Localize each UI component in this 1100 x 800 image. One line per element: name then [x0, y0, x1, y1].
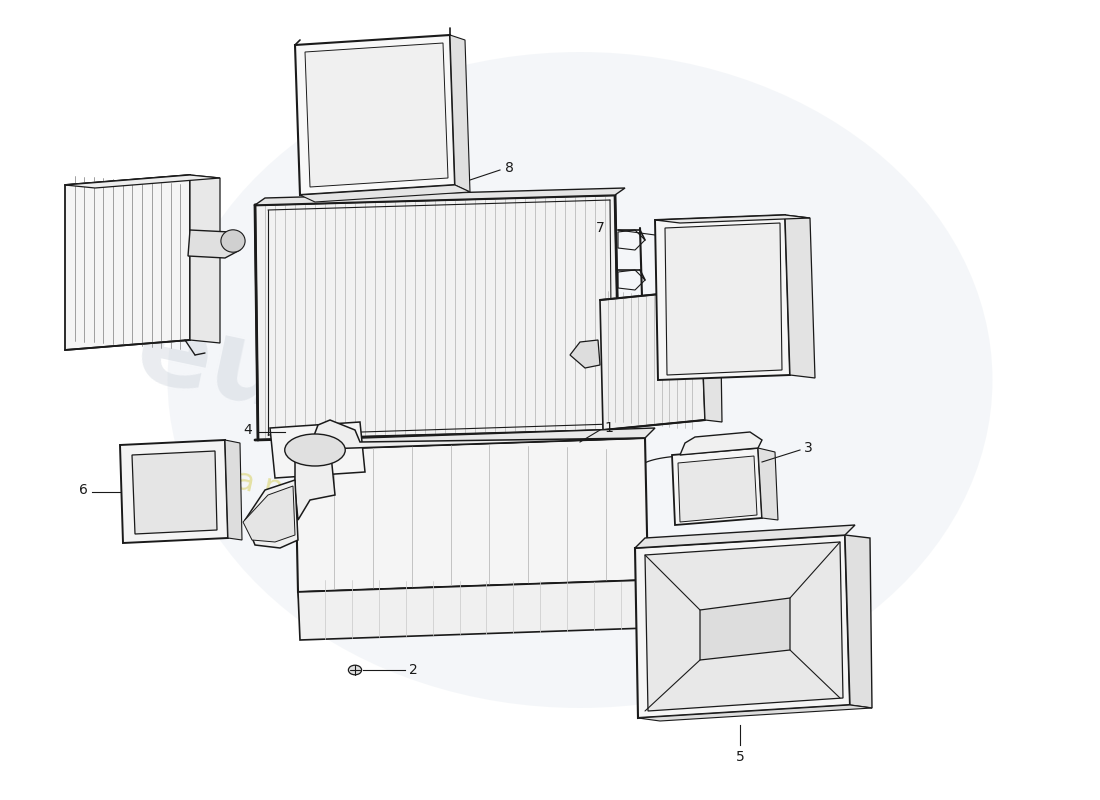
Polygon shape	[255, 188, 625, 205]
Polygon shape	[700, 598, 790, 660]
Polygon shape	[295, 35, 455, 195]
Text: 3: 3	[804, 441, 813, 455]
Polygon shape	[298, 580, 648, 640]
Ellipse shape	[285, 434, 345, 466]
Polygon shape	[120, 440, 228, 543]
Polygon shape	[270, 422, 365, 478]
Text: 2: 2	[409, 663, 418, 677]
Polygon shape	[226, 440, 242, 540]
Polygon shape	[245, 480, 298, 548]
Polygon shape	[672, 448, 762, 525]
Text: 8: 8	[505, 161, 514, 175]
Polygon shape	[450, 35, 470, 192]
Polygon shape	[654, 215, 790, 380]
Polygon shape	[645, 542, 843, 711]
Polygon shape	[188, 230, 240, 258]
Polygon shape	[758, 448, 778, 520]
Polygon shape	[600, 290, 705, 430]
Polygon shape	[635, 525, 855, 548]
Polygon shape	[638, 705, 872, 721]
Polygon shape	[678, 456, 757, 522]
Text: 4: 4	[243, 423, 252, 437]
Polygon shape	[305, 43, 448, 187]
Text: europes: europes	[126, 295, 644, 505]
Circle shape	[349, 666, 362, 675]
Polygon shape	[65, 175, 220, 188]
Polygon shape	[295, 438, 648, 592]
Ellipse shape	[167, 52, 992, 708]
Polygon shape	[635, 535, 850, 718]
Ellipse shape	[221, 230, 245, 252]
Polygon shape	[132, 451, 217, 534]
Polygon shape	[300, 185, 470, 202]
Polygon shape	[700, 290, 722, 422]
Text: 7: 7	[596, 221, 605, 235]
Polygon shape	[570, 340, 600, 368]
Text: 5: 5	[736, 750, 745, 764]
Text: a passion for parts since 1985: a passion for parts since 1985	[233, 466, 691, 590]
Polygon shape	[654, 215, 810, 223]
Polygon shape	[666, 223, 782, 375]
Polygon shape	[785, 215, 815, 378]
Polygon shape	[298, 580, 650, 612]
Text: 6: 6	[79, 483, 88, 497]
Polygon shape	[190, 175, 220, 343]
Polygon shape	[295, 445, 336, 520]
Polygon shape	[680, 432, 762, 455]
Polygon shape	[845, 535, 872, 708]
Polygon shape	[65, 175, 190, 350]
Polygon shape	[295, 428, 654, 450]
Polygon shape	[243, 486, 295, 542]
Polygon shape	[295, 420, 645, 450]
Text: 1: 1	[604, 421, 613, 435]
Polygon shape	[255, 195, 620, 440]
